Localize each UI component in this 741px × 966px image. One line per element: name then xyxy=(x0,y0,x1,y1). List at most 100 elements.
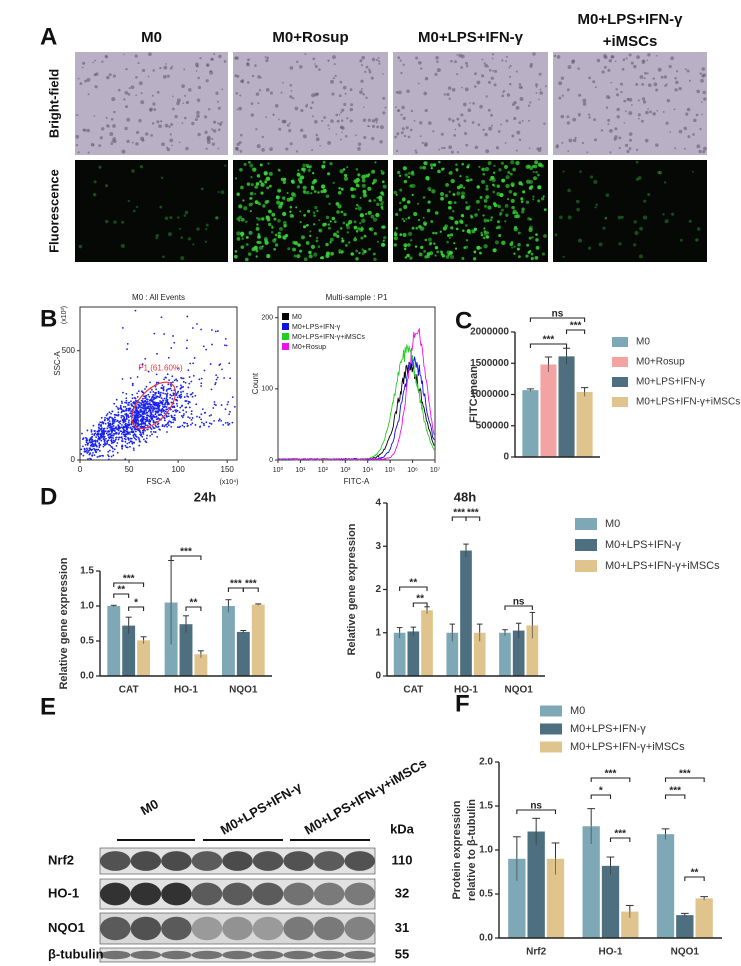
cell xyxy=(113,220,117,224)
cell xyxy=(492,190,496,194)
event xyxy=(142,425,145,428)
event xyxy=(120,400,123,403)
event xyxy=(157,426,159,429)
event xyxy=(92,424,95,427)
cell xyxy=(486,196,489,199)
cell xyxy=(578,114,581,117)
event xyxy=(174,409,177,412)
event xyxy=(202,422,205,425)
cell xyxy=(346,117,349,120)
event xyxy=(119,422,122,425)
cell xyxy=(423,222,427,226)
event xyxy=(110,436,113,439)
event xyxy=(134,430,137,433)
event xyxy=(120,411,123,414)
cell xyxy=(543,208,547,212)
cell xyxy=(241,79,245,82)
event xyxy=(103,440,106,443)
cell xyxy=(567,65,572,70)
cell xyxy=(436,68,441,73)
cell xyxy=(195,70,198,72)
significance-bracket xyxy=(590,794,612,799)
cell xyxy=(346,231,349,234)
x-tick-label: Nrf2 xyxy=(526,947,546,958)
kda-label: 110 xyxy=(392,852,413,867)
cell xyxy=(459,175,462,178)
cell xyxy=(517,243,521,247)
significance-bracket xyxy=(609,837,631,842)
bar xyxy=(522,390,539,457)
event xyxy=(86,442,89,445)
event xyxy=(80,453,83,455)
cell xyxy=(484,63,488,68)
band xyxy=(222,882,253,906)
cell xyxy=(327,223,330,226)
event xyxy=(82,437,85,440)
event xyxy=(129,437,132,440)
cell xyxy=(162,75,167,79)
cell xyxy=(311,101,314,104)
event xyxy=(136,422,138,425)
cell xyxy=(255,182,260,186)
cell xyxy=(81,66,84,69)
cell xyxy=(376,196,379,199)
cell xyxy=(350,252,354,256)
cell xyxy=(469,178,473,182)
cell xyxy=(135,142,139,146)
event xyxy=(127,437,130,440)
cell xyxy=(346,225,350,230)
event xyxy=(82,445,84,448)
cell xyxy=(277,204,283,209)
cell xyxy=(481,58,484,61)
cell xyxy=(521,207,525,211)
cell xyxy=(367,210,372,215)
cell xyxy=(515,211,519,215)
panel-letter: C xyxy=(455,307,472,334)
event xyxy=(165,406,168,408)
cell xyxy=(432,231,435,235)
cell xyxy=(588,76,591,80)
cell xyxy=(299,175,303,179)
significance-label: *** xyxy=(230,579,242,590)
cell xyxy=(664,84,667,87)
event xyxy=(116,451,119,454)
cell xyxy=(179,227,182,230)
cell xyxy=(572,138,577,143)
cell xyxy=(449,233,454,237)
event xyxy=(112,419,114,422)
cell xyxy=(184,94,187,97)
event xyxy=(108,449,111,452)
cell xyxy=(473,227,477,231)
event xyxy=(146,424,149,427)
cell xyxy=(511,103,515,107)
cell xyxy=(450,59,453,63)
event xyxy=(170,421,173,424)
event xyxy=(106,442,109,445)
cell xyxy=(161,142,165,147)
event xyxy=(156,436,159,438)
event xyxy=(119,407,122,410)
cell xyxy=(637,113,641,117)
event xyxy=(89,457,91,460)
event xyxy=(191,395,194,398)
event xyxy=(155,396,158,399)
event xyxy=(118,426,121,429)
cell xyxy=(434,231,438,235)
event xyxy=(143,422,146,425)
y-axis-label: SSC-A xyxy=(53,351,62,376)
event xyxy=(183,396,186,398)
event xyxy=(102,445,105,448)
cell xyxy=(544,85,547,88)
event xyxy=(93,433,96,435)
event xyxy=(148,407,151,410)
cell xyxy=(607,68,611,72)
cell xyxy=(282,180,286,185)
cell xyxy=(488,68,492,72)
cell xyxy=(534,160,539,165)
event xyxy=(166,373,169,376)
legend-label: M0+LPS+IFN-γ+iMSCs xyxy=(292,334,365,341)
bar xyxy=(194,654,208,676)
cell xyxy=(220,190,225,195)
cell xyxy=(607,123,610,125)
event xyxy=(110,455,113,458)
